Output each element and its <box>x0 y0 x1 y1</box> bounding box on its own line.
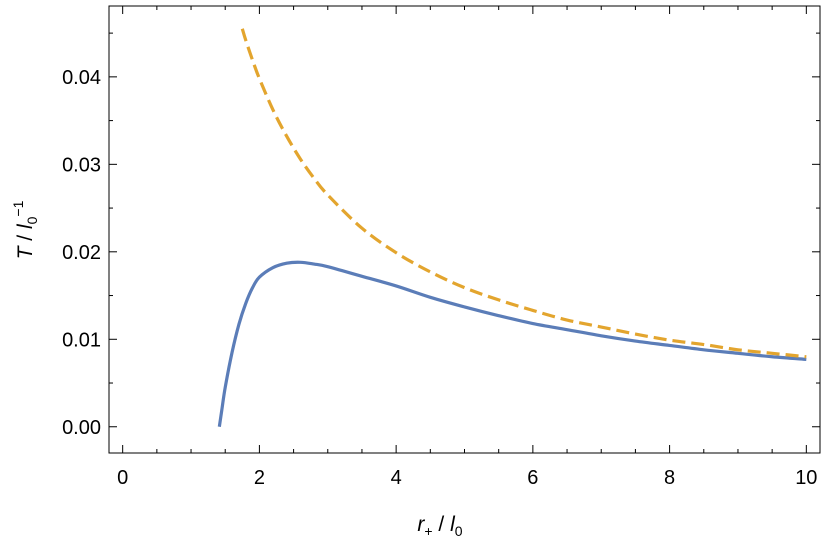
y-tick-label: 0.03 <box>62 154 101 176</box>
y-tick-label: 0.02 <box>62 242 101 264</box>
x-tick-label: 2 <box>254 467 265 489</box>
x-axis-title: r+ / l0 <box>417 513 462 539</box>
plot-frame <box>108 5 821 454</box>
axis-ticks <box>109 6 820 453</box>
x-tick-label: 8 <box>664 467 675 489</box>
y-tick-label: 0.00 <box>62 417 101 439</box>
y-tick-label: 0.01 <box>62 329 101 351</box>
x-tick-label: 4 <box>391 467 402 489</box>
y-axis-title: T / l0−1 <box>10 200 40 259</box>
tick-labels: 0 2 4 6 8 10 0.00 0.01 0.02 0.03 0.04 <box>62 67 817 489</box>
x-tick-label: 0 <box>117 467 128 489</box>
y-tick-label: 0.04 <box>62 67 101 89</box>
series-lines <box>217 28 807 427</box>
x-tick-label: 10 <box>795 467 817 489</box>
x-tick-label: 6 <box>527 467 538 489</box>
series-line-solid <box>217 260 807 427</box>
series-line-dashed <box>240 28 807 359</box>
